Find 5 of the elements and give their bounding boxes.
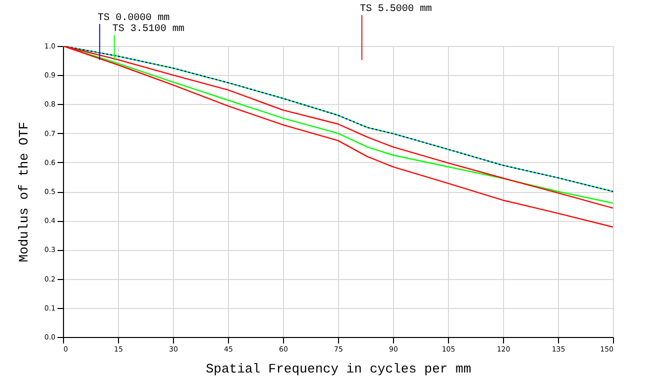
text: TS 0.0000 mm (98, 13, 170, 24)
y-axis-title: Modulus of the OTF (16, 122, 32, 262)
series-label: TS 3.5100 mm (112, 24, 184, 35)
text: TS 5.5000 mm (360, 4, 432, 15)
x-axis-title: Spatial Frequency in cycles per mm (206, 362, 472, 376)
